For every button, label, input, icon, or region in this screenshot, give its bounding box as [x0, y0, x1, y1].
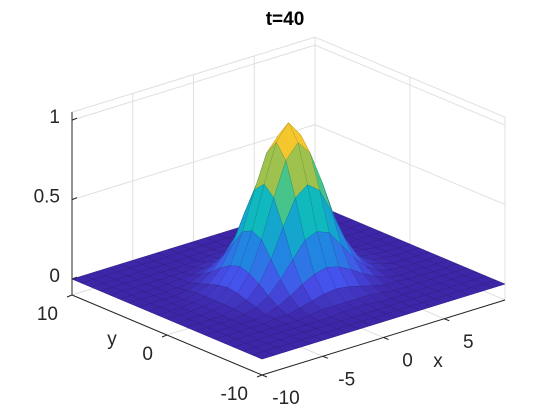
z-tick-label: 0.5: [34, 187, 60, 208]
surface-patch: [251, 351, 275, 360]
y-tick-label: 10: [37, 304, 58, 325]
x-tick-label: 0: [402, 351, 413, 372]
x-tick-label: -5: [338, 369, 355, 390]
surface: [71, 122, 506, 360]
x-tick-label: -10: [272, 388, 299, 409]
grid-line: [314, 124, 506, 206]
x-tick: [444, 318, 450, 322]
x-tick: [261, 374, 268, 378]
x-axis-label: x: [433, 351, 443, 372]
z-tick: [71, 276, 78, 280]
chart-title: t=40: [266, 9, 305, 30]
y-tick-label: 0: [142, 344, 153, 365]
y-tick: [66, 294, 73, 298]
grid-line: [71, 124, 316, 201]
grid-line: [314, 44, 506, 126]
z-tick-label: 0: [49, 266, 60, 287]
y-tick: [161, 334, 168, 338]
y-tick-label: -10: [221, 384, 248, 405]
z-tick-label: 1: [49, 107, 60, 128]
grid-line: [71, 44, 316, 121]
y-tick: [256, 374, 263, 378]
x-tick-label: 5: [463, 332, 474, 353]
x-tick: [322, 355, 328, 359]
z-tick: [71, 197, 78, 201]
axes-layer: -10 -5 0 5 -10 0 10 0 0.5 1: [34, 107, 506, 409]
z-tick: [71, 117, 78, 121]
y-axis-label: y: [107, 329, 117, 350]
x-tick: [383, 337, 389, 340]
